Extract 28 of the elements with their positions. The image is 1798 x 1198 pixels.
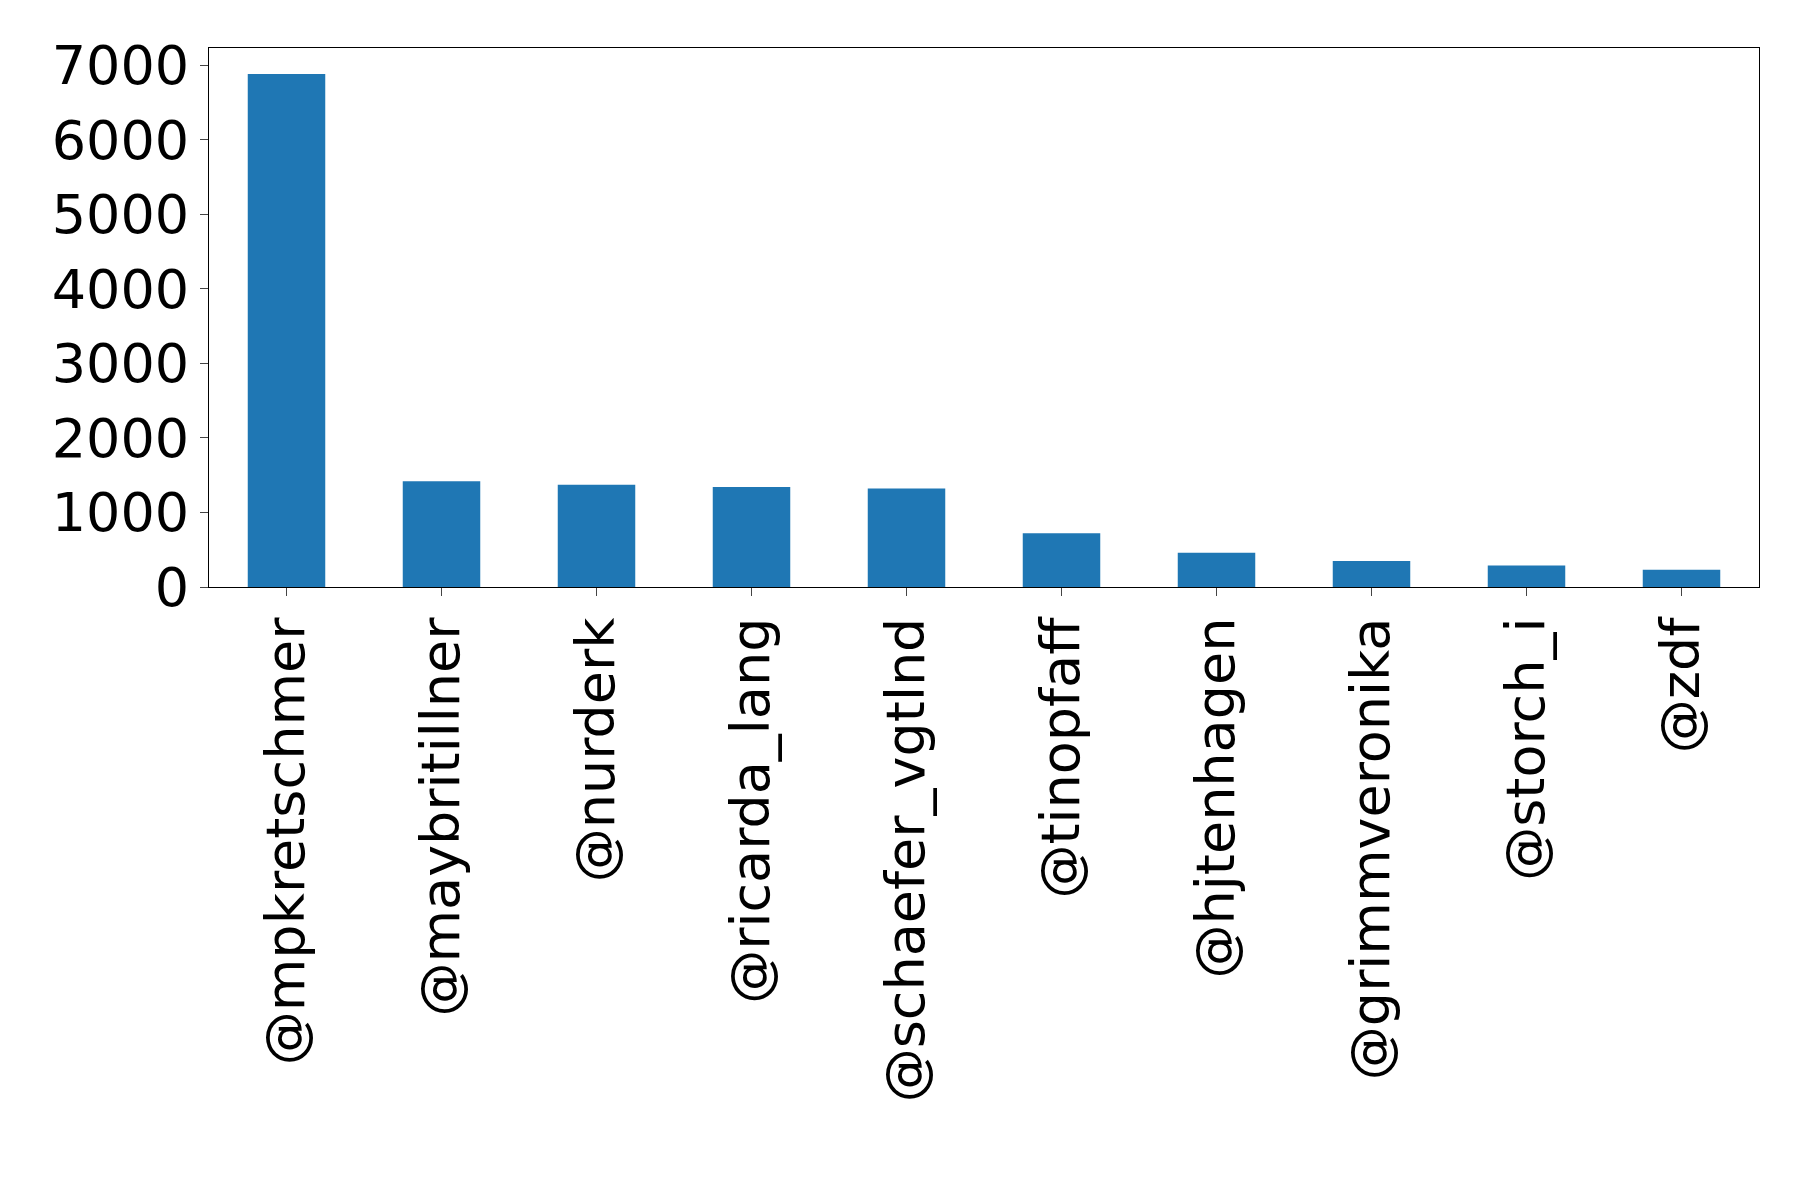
- x-tick-label: @grimmveronika: [1339, 617, 1403, 1081]
- bar: [402, 481, 481, 587]
- bar: [1022, 533, 1101, 587]
- bar: [867, 488, 946, 587]
- y-tick-label: 6000: [51, 108, 190, 172]
- y-tick-label: 4000: [51, 257, 190, 321]
- y-tick-label: 7000: [51, 34, 190, 98]
- bar: [557, 484, 636, 587]
- x-tick-label: @ricarda_lang: [719, 617, 783, 1004]
- x-tick-label: @mpkretschmer: [254, 616, 318, 1066]
- y-tick-label: 5000: [51, 183, 190, 247]
- y-tick-label: 3000: [51, 332, 190, 396]
- bar: [247, 74, 326, 587]
- bar: [712, 487, 791, 587]
- y-tick-label: 2000: [51, 406, 190, 470]
- bar: [1332, 560, 1411, 587]
- x-tick-label: @zdf: [1649, 615, 1713, 754]
- x-tick-label: @tinopfaff: [1029, 615, 1093, 899]
- y-tick-label: 0: [154, 555, 190, 619]
- x-tick-label: @schaefer_vgtlnd: [874, 617, 938, 1103]
- x-tick-label: @storch_i: [1494, 617, 1558, 881]
- x-tick-label: @nurderk: [564, 616, 628, 883]
- bar: [1642, 569, 1721, 587]
- bar: [1177, 552, 1256, 587]
- x-tick-label: @hjtenhagen: [1184, 617, 1248, 979]
- y-tick-label: 1000: [51, 481, 190, 545]
- bar: [1487, 565, 1566, 587]
- x-tick-label: @maybritillner: [409, 616, 473, 1017]
